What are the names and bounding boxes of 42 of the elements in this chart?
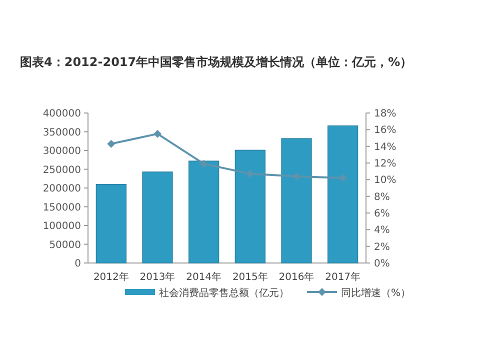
- y-tick-label: 150000: [42, 202, 81, 214]
- y2-tick-label: 4%: [374, 225, 390, 236]
- y2-tick-label: 2%: [374, 242, 390, 253]
- y-tick-label: 350000: [42, 127, 81, 138]
- legend-同比增速（%）: 同比增速（%）: [307, 288, 411, 299]
- point: [246, 170, 254, 178]
- bar: [328, 125, 358, 264]
- x-tick-label: 2015年: [232, 271, 268, 283]
- legend-label: 社会消费品零售总额（亿元）: [159, 287, 289, 299]
- point: [292, 172, 300, 180]
- bar: [281, 138, 312, 264]
- point: [338, 174, 347, 182]
- y2-tick-label: 16%: [374, 125, 396, 136]
- y-tick-label: 50000: [49, 240, 81, 251]
- y2-tick-label: 10%: [374, 175, 396, 186]
- y2-tick-label: 18%: [374, 108, 396, 120]
- y2-tick-label: 8%: [374, 192, 390, 203]
- legend-label: 同比增速（%）: [341, 287, 411, 299]
- x-tick-label: 2016年: [278, 271, 314, 283]
- point: [200, 160, 208, 168]
- bar: [96, 184, 126, 264]
- x-tick-label: 2014年: [186, 271, 222, 283]
- y2-tick-label: 14%: [374, 142, 396, 153]
- y2-tick-label: 0%: [374, 258, 390, 270]
- y-tick-label: 400000: [42, 108, 81, 120]
- y2-tick-label: 12%: [374, 158, 396, 170]
- bar: [234, 150, 266, 264]
- x-tick-label: 2017年: [325, 271, 361, 283]
- y-tick-label: 300000: [42, 146, 81, 157]
- y-tick-label: 250000: [42, 164, 81, 176]
- legend-社会消费品零售总额（亿元）: 社会消费品零售总额（亿元）: [125, 288, 289, 299]
- y-tick-label: 100000: [42, 221, 81, 232]
- x-tick-label: 2012年: [93, 271, 129, 283]
- point: [154, 130, 162, 138]
- x-tick-label: 2013年: [140, 271, 176, 283]
- point: [107, 140, 116, 148]
- y2-tick-label: 6%: [374, 208, 390, 220]
- chart-title: 图表4：2012-2017年中国零售市场规模及增长情况（单位：亿元，%）: [20, 55, 412, 69]
- y-tick-label: 0: [74, 258, 81, 270]
- bar: [142, 172, 173, 264]
- bar: [188, 160, 220, 264]
- y-tick-label: 200000: [42, 184, 81, 194]
